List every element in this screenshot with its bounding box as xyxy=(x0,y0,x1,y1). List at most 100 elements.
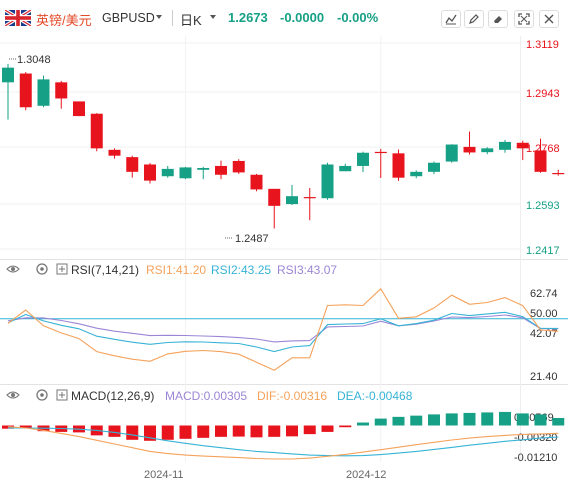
candle-body xyxy=(215,165,227,175)
price-tick: 1.2768 xyxy=(526,143,560,155)
rsi-series xyxy=(0,287,568,371)
price-tick: 1.2417 xyxy=(526,245,560,257)
macd-histogram-bar xyxy=(215,425,227,437)
settings-button[interactable] xyxy=(539,10,559,28)
candle-body xyxy=(552,172,565,175)
macd-histogram-bar xyxy=(481,412,494,426)
macd-histogram-bar xyxy=(303,425,316,435)
candle-body xyxy=(161,168,174,177)
pencil-icon xyxy=(469,14,479,24)
x-axis-label: 2024-12 xyxy=(346,469,386,481)
candle-body xyxy=(499,141,511,150)
candle-body xyxy=(374,151,387,154)
price-tick: 1.3119 xyxy=(526,39,559,51)
macd-histogram-bar xyxy=(374,418,387,426)
candle-body xyxy=(534,150,547,172)
candle-body xyxy=(37,79,50,106)
macd-histogram-bar xyxy=(410,415,423,426)
macd-histogram-bar xyxy=(534,414,547,426)
macd-tick: -0.00320 xyxy=(514,432,557,444)
macd-tick: -0.01210 xyxy=(514,452,557,464)
dea-value: DEA:-0.00468 xyxy=(337,389,413,403)
macd-histogram-bar xyxy=(321,425,334,432)
candle-body xyxy=(410,171,423,177)
candle-body xyxy=(268,188,281,206)
symbol-selector[interactable]: GBPUSD xyxy=(102,11,155,25)
macd-histogram-bar xyxy=(499,411,511,426)
candle-body xyxy=(445,144,458,162)
candle-body xyxy=(321,164,334,199)
candle-body xyxy=(2,67,14,83)
rsi-indicator-label[interactable]: RSI(7,14,21) xyxy=(71,263,139,277)
rsi3-value: RSI3:43.07 xyxy=(277,263,337,277)
eraser-icon xyxy=(494,16,502,23)
macd-indicator-label[interactable]: MACD(12,26,9) xyxy=(71,389,154,403)
chart-header: 英镑/美元 GBPUSD 日K 1.2673 -0.0000 -0.00% xyxy=(0,0,568,36)
candle-body xyxy=(303,197,316,199)
price-tick: 1.2943 xyxy=(526,88,560,100)
period-selector[interactable]: 日K xyxy=(180,13,202,28)
eraser-button[interactable] xyxy=(488,10,508,28)
x-axis-label: 2024-11 xyxy=(144,469,184,481)
rsi-toggle-icon[interactable] xyxy=(56,263,68,275)
candle-body xyxy=(463,146,476,153)
draw-line-button[interactable] xyxy=(441,10,461,28)
macd-histogram-bar xyxy=(339,425,352,428)
macd-histogram-bar xyxy=(286,425,298,437)
candle-body xyxy=(197,168,210,170)
grid xyxy=(0,36,520,462)
candlestick-series xyxy=(2,63,565,229)
macd-histogram-bar xyxy=(392,416,405,426)
period-dropdown-icon[interactable] xyxy=(210,15,216,19)
uk-flag-icon xyxy=(5,10,31,26)
macd-eye-icon[interactable] xyxy=(6,391,20,399)
candle-body xyxy=(144,164,156,181)
macd-histogram-bar xyxy=(357,422,369,426)
rsi-eye-icon[interactable] xyxy=(6,265,20,273)
price-change-pct: -0.00% xyxy=(337,10,379,25)
candle-body xyxy=(339,165,352,172)
macd-histogram-bar xyxy=(428,414,440,426)
candle-body xyxy=(232,160,245,173)
expand-button[interactable] xyxy=(514,10,534,28)
dea-line xyxy=(8,427,559,457)
price-tick: 1.2593 xyxy=(526,200,560,212)
rsi-tick: 50.00 xyxy=(530,308,558,320)
candle-body xyxy=(428,162,440,172)
candle-body xyxy=(516,142,529,149)
pair-label[interactable]: 英镑/美元 xyxy=(36,13,92,28)
candle-body xyxy=(126,157,139,172)
rsi-tick: 62.74 xyxy=(530,288,558,300)
symbol-dropdown-icon[interactable] xyxy=(156,15,162,19)
draw-line-icon xyxy=(445,14,457,25)
rsi2-value: RSI2:43.25 xyxy=(211,263,271,277)
rsi1-line xyxy=(7,287,559,371)
candle-body xyxy=(55,82,68,99)
macd-histogram-bar xyxy=(552,417,565,426)
macd-histogram-bar xyxy=(516,413,529,426)
candle-body xyxy=(179,167,192,179)
macd-histogram-bar xyxy=(268,425,281,437)
high-label: 1.3048 xyxy=(17,54,51,66)
low-label: 1.2487 xyxy=(235,233,269,245)
candle-body xyxy=(286,196,298,205)
macd-toggle-icon[interactable] xyxy=(56,389,68,401)
expand-icon xyxy=(518,13,530,25)
rsi2-line xyxy=(7,311,559,353)
macd-settings-icon[interactable] xyxy=(36,389,48,401)
candle-body xyxy=(73,101,85,117)
settings-icon xyxy=(544,14,554,24)
macd-value: MACD:0.00305 xyxy=(165,389,247,403)
macd-histogram-bar xyxy=(445,413,458,426)
pencil-button[interactable] xyxy=(464,10,484,28)
candle-body xyxy=(108,149,121,156)
candle-body xyxy=(90,113,103,149)
rsi-settings-icon[interactable] xyxy=(36,263,48,275)
dif-value: DIF:-0.00316 xyxy=(257,389,327,403)
rsi-tick: 21.40 xyxy=(530,371,558,383)
macd-histogram-bar xyxy=(179,425,192,439)
macd-histogram-bar xyxy=(250,425,263,438)
macd-histogram-bar xyxy=(197,425,210,438)
